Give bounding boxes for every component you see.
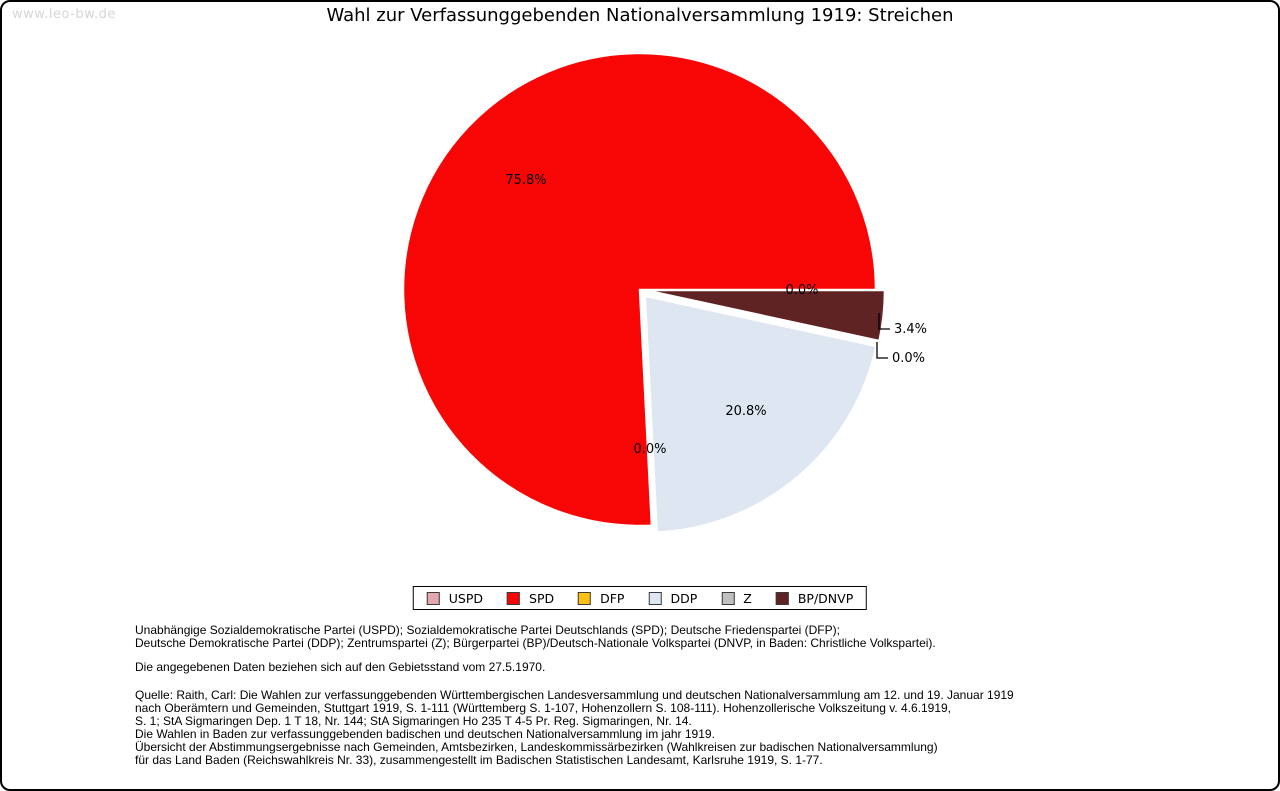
legend-swatch-spd: [507, 591, 521, 605]
footnote-line: Die Wahlen in Baden zur verfassunggebend…: [135, 727, 715, 741]
footnote-line: für das Land Baden (Reichswahlkreis Nr. …: [135, 753, 823, 767]
page-title: Wahl zur Verfassunggebenden Nationalvers…: [326, 5, 954, 26]
legend-swatch-ddp: [648, 591, 662, 605]
pie-label-spd: 75.8%: [505, 173, 546, 188]
footnote-line: Übersicht der Abstimmungsergebnisse nach…: [135, 740, 938, 754]
footnote-source: Quelle: Raith, Carl: Die Wahlen zur verf…: [135, 689, 1014, 767]
legend-item-uspd: USPD: [426, 590, 484, 606]
legend: USPD SPD DFP DDP Z BP/DNVP: [412, 586, 868, 610]
pie-slice-ddp: [644, 295, 877, 533]
legend-swatch-z: [721, 591, 735, 605]
legend-item-dfp: DFP: [578, 591, 624, 606]
legend-label-ddp: DDP: [670, 590, 698, 606]
legend-swatch-dfp: [578, 591, 592, 605]
footnote-line: nach Oberämtern und Gemeinden, Stuttgart…: [135, 701, 952, 715]
legend-swatch-bpdnvp: [775, 591, 789, 605]
leader-line-z: [876, 342, 888, 359]
footnote-line: Deutsche Demokratische Partei (DDP); Zen…: [135, 636, 936, 650]
legend-item-bpdnvp: BP/DNVP: [775, 590, 854, 606]
pie-label-z: 0.0%: [892, 351, 925, 366]
pie-label-dfp: 0.0%: [633, 442, 666, 457]
leader-line-bpdnvp: [878, 313, 890, 330]
watermark: www.leo-bw.de: [12, 7, 116, 22]
pie-label-bpdnvp: 3.4%: [894, 322, 927, 337]
pie-slice-bpdnvp: [647, 289, 886, 342]
footnote-line: Unabhängige Sozialdemokratische Partei (…: [135, 623, 840, 637]
footnote-line: Quelle: Raith, Carl: Die Wahlen zur verf…: [135, 688, 1014, 702]
legend-label-spd: SPD: [529, 590, 555, 606]
legend-label-uspd: USPD: [448, 590, 484, 606]
legend-item-ddp: DDP: [648, 591, 697, 606]
legend-label-bpdnvp: BP/DNVP: [797, 590, 854, 606]
pie-slice-spd: [402, 52, 877, 527]
legend-item-z: Z: [721, 591, 752, 606]
footnote-line: Die angegebenen Daten beziehen sich auf …: [135, 660, 546, 674]
footnote-party-abbreviations: Unabhängige Sozialdemokratische Partei (…: [135, 624, 936, 650]
legend-label-dfp: DFP: [600, 590, 625, 606]
pie-label-uspd: 0.0%: [785, 283, 818, 298]
legend-label-z: Z: [743, 590, 752, 606]
legend-item-spd: SPD: [507, 591, 554, 606]
footnote-territorial-status: Die angegebenen Daten beziehen sich auf …: [135, 661, 545, 674]
footnote-line: S. 1; StA Sigmaringen Dep. 1 T 18, Nr. 1…: [135, 714, 692, 728]
legend-swatch-uspd: [426, 591, 440, 605]
pie-label-ddp: 20.8%: [725, 404, 766, 419]
